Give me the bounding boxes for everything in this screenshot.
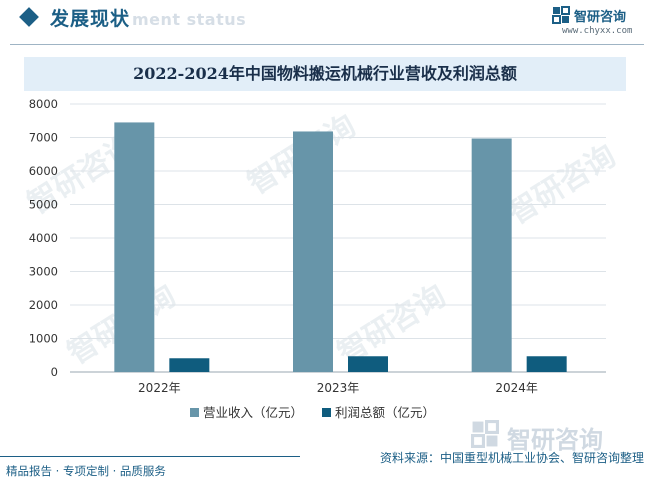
y-tick-label: 0	[51, 365, 58, 379]
y-tick-label: 7000	[29, 131, 58, 145]
bar-revenue	[114, 122, 155, 372]
y-tick-label: 1000	[29, 332, 58, 346]
bar-profit	[526, 356, 567, 372]
watermark-logo-icon	[471, 420, 499, 448]
watermark-logo: 智研咨询	[471, 420, 631, 454]
bar-revenue	[293, 131, 333, 372]
y-tick-label: 3000	[29, 265, 58, 279]
brand: 智研咨询 www.chyxx.com	[552, 6, 642, 40]
x-tick-label: 2023年	[317, 381, 360, 395]
header-divider	[10, 44, 644, 45]
legend-label: 利润总额（亿元）	[335, 405, 435, 420]
legend-swatch	[322, 408, 331, 417]
header: 发展现状 ment status 智研咨询 www.chyxx.com	[0, 0, 656, 45]
bar-profit	[169, 358, 210, 372]
y-tick-label: 8000	[29, 97, 58, 111]
legend-swatch	[190, 408, 199, 417]
brand-url: www.chyxx.com	[562, 26, 633, 36]
y-tick-label: 4000	[29, 231, 58, 245]
watermark-logo-text: 智研咨询	[507, 426, 603, 454]
y-tick-label: 2000	[29, 298, 58, 312]
footer-divider	[0, 456, 300, 457]
legend-label: 营业收入（亿元）	[203, 405, 303, 420]
x-tick-label: 2022年	[138, 381, 181, 395]
x-tick-label: 2024年	[495, 381, 538, 395]
section-title: 发展现状	[50, 8, 131, 30]
brand-name: 智研咨询	[574, 10, 627, 25]
chart-title: 2022-2024年中国物料搬运机械行业营收及利润总额	[24, 57, 626, 91]
footer-tagline: 精品报告 · 专项定制 · 品质服务	[6, 464, 166, 478]
bar-revenue	[471, 138, 512, 372]
source-note: 资料来源：中国重型机械工业协会、智研咨询整理	[379, 451, 644, 465]
brand-logo-icon	[552, 6, 570, 24]
bar-profit	[348, 356, 388, 372]
y-tick-label: 6000	[29, 164, 58, 178]
y-tick-label: 5000	[29, 198, 58, 212]
section-subtitle-ghost: ment status	[132, 10, 247, 29]
